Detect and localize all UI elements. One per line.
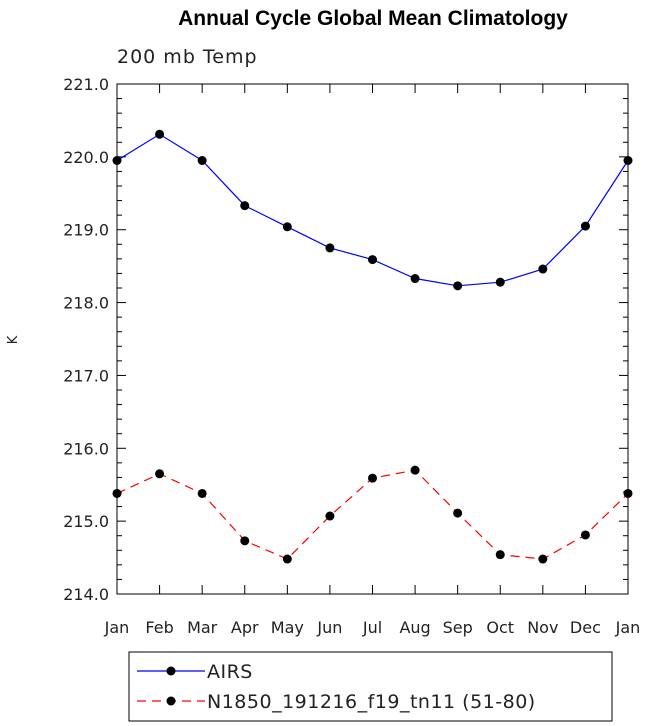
plot-frame [116,83,629,595]
x-tick-label: Dec [570,618,601,637]
data-point-series-1 [538,554,548,564]
data-point-series-0 [240,201,250,211]
x-tick-label: Nov [527,618,558,637]
data-point-series-1 [112,488,122,498]
data-point-series-0 [495,277,505,287]
data-point-series-0 [112,156,122,165]
data-point-series-0 [538,264,548,274]
chart-subtitle: 200 mb Temp [117,46,258,68]
legend-label-model: N1850_191216_f19_tn11 (51-80) [207,691,536,713]
data-point-series-1 [325,511,335,521]
data-point-series-1 [623,488,633,498]
x-tick-label: Apr [231,618,259,637]
plot-area: 214.0 215.0 216.0 217.0 218.0 219.0 220.0 221.0… [63,75,640,637]
x-tick-label: Sep [443,618,473,637]
data-point-series-0 [410,274,420,284]
x-tick-label: Oct [486,618,514,637]
data-point-series-1 [197,488,207,498]
data-point-series-0 [623,156,633,165]
x-tick-label: Jun [316,618,342,637]
legend-entry-airs: AIRS [137,661,253,683]
x-tick-label: Feb [145,618,173,637]
y-tick-label: 217.0 [63,366,109,385]
data-point-series-0 [368,255,377,265]
data-point-series-0 [155,129,165,139]
y-tick-label: 216.0 [63,439,109,458]
y-tick-label: 220.0 [63,148,109,167]
y-tick-label: 218.0 [63,294,109,313]
legend-marker-airs [166,666,176,676]
series-line-1 [116,469,629,560]
y-tick-label: 214.0 [63,585,109,604]
data-point-series-0 [453,281,463,291]
data-point-series-1 [495,550,505,560]
x-tick-label: Jan [615,618,641,637]
y-tick-label: 219.0 [63,221,109,240]
data-point-series-1 [580,530,590,540]
data-point-series-0 [282,222,292,232]
data-point-series-0 [197,156,207,165]
legend-marker-model [166,696,176,706]
y-tick-label: 221.0 [63,75,109,94]
data-point-series-1 [368,473,377,483]
legend-label-airs: AIRS [207,661,253,683]
data-point-series-0 [580,221,590,231]
x-tick-label: May [271,618,304,637]
x-tick-label: Jul [362,618,382,637]
legend-box [128,651,613,722]
x-tick-label: Mar [187,618,218,637]
x-tick-label: Aug [399,618,430,637]
data-point-series-1 [282,554,292,564]
data-point-series-1 [240,536,250,546]
data-point-series-1 [453,508,463,518]
y-axis-label: K [6,335,21,344]
legend-entry-model: N1850_191216_f19_tn11 (51-80) [137,691,536,713]
chart-title: Annual Cycle Global Mean Climatology [178,7,568,30]
x-tick-label: Jan [104,618,130,637]
data-point-series-1 [410,465,420,475]
y-tick-label: 215.0 [63,512,109,531]
data-point-series-0 [325,243,335,253]
data-point-series-1 [155,469,165,479]
